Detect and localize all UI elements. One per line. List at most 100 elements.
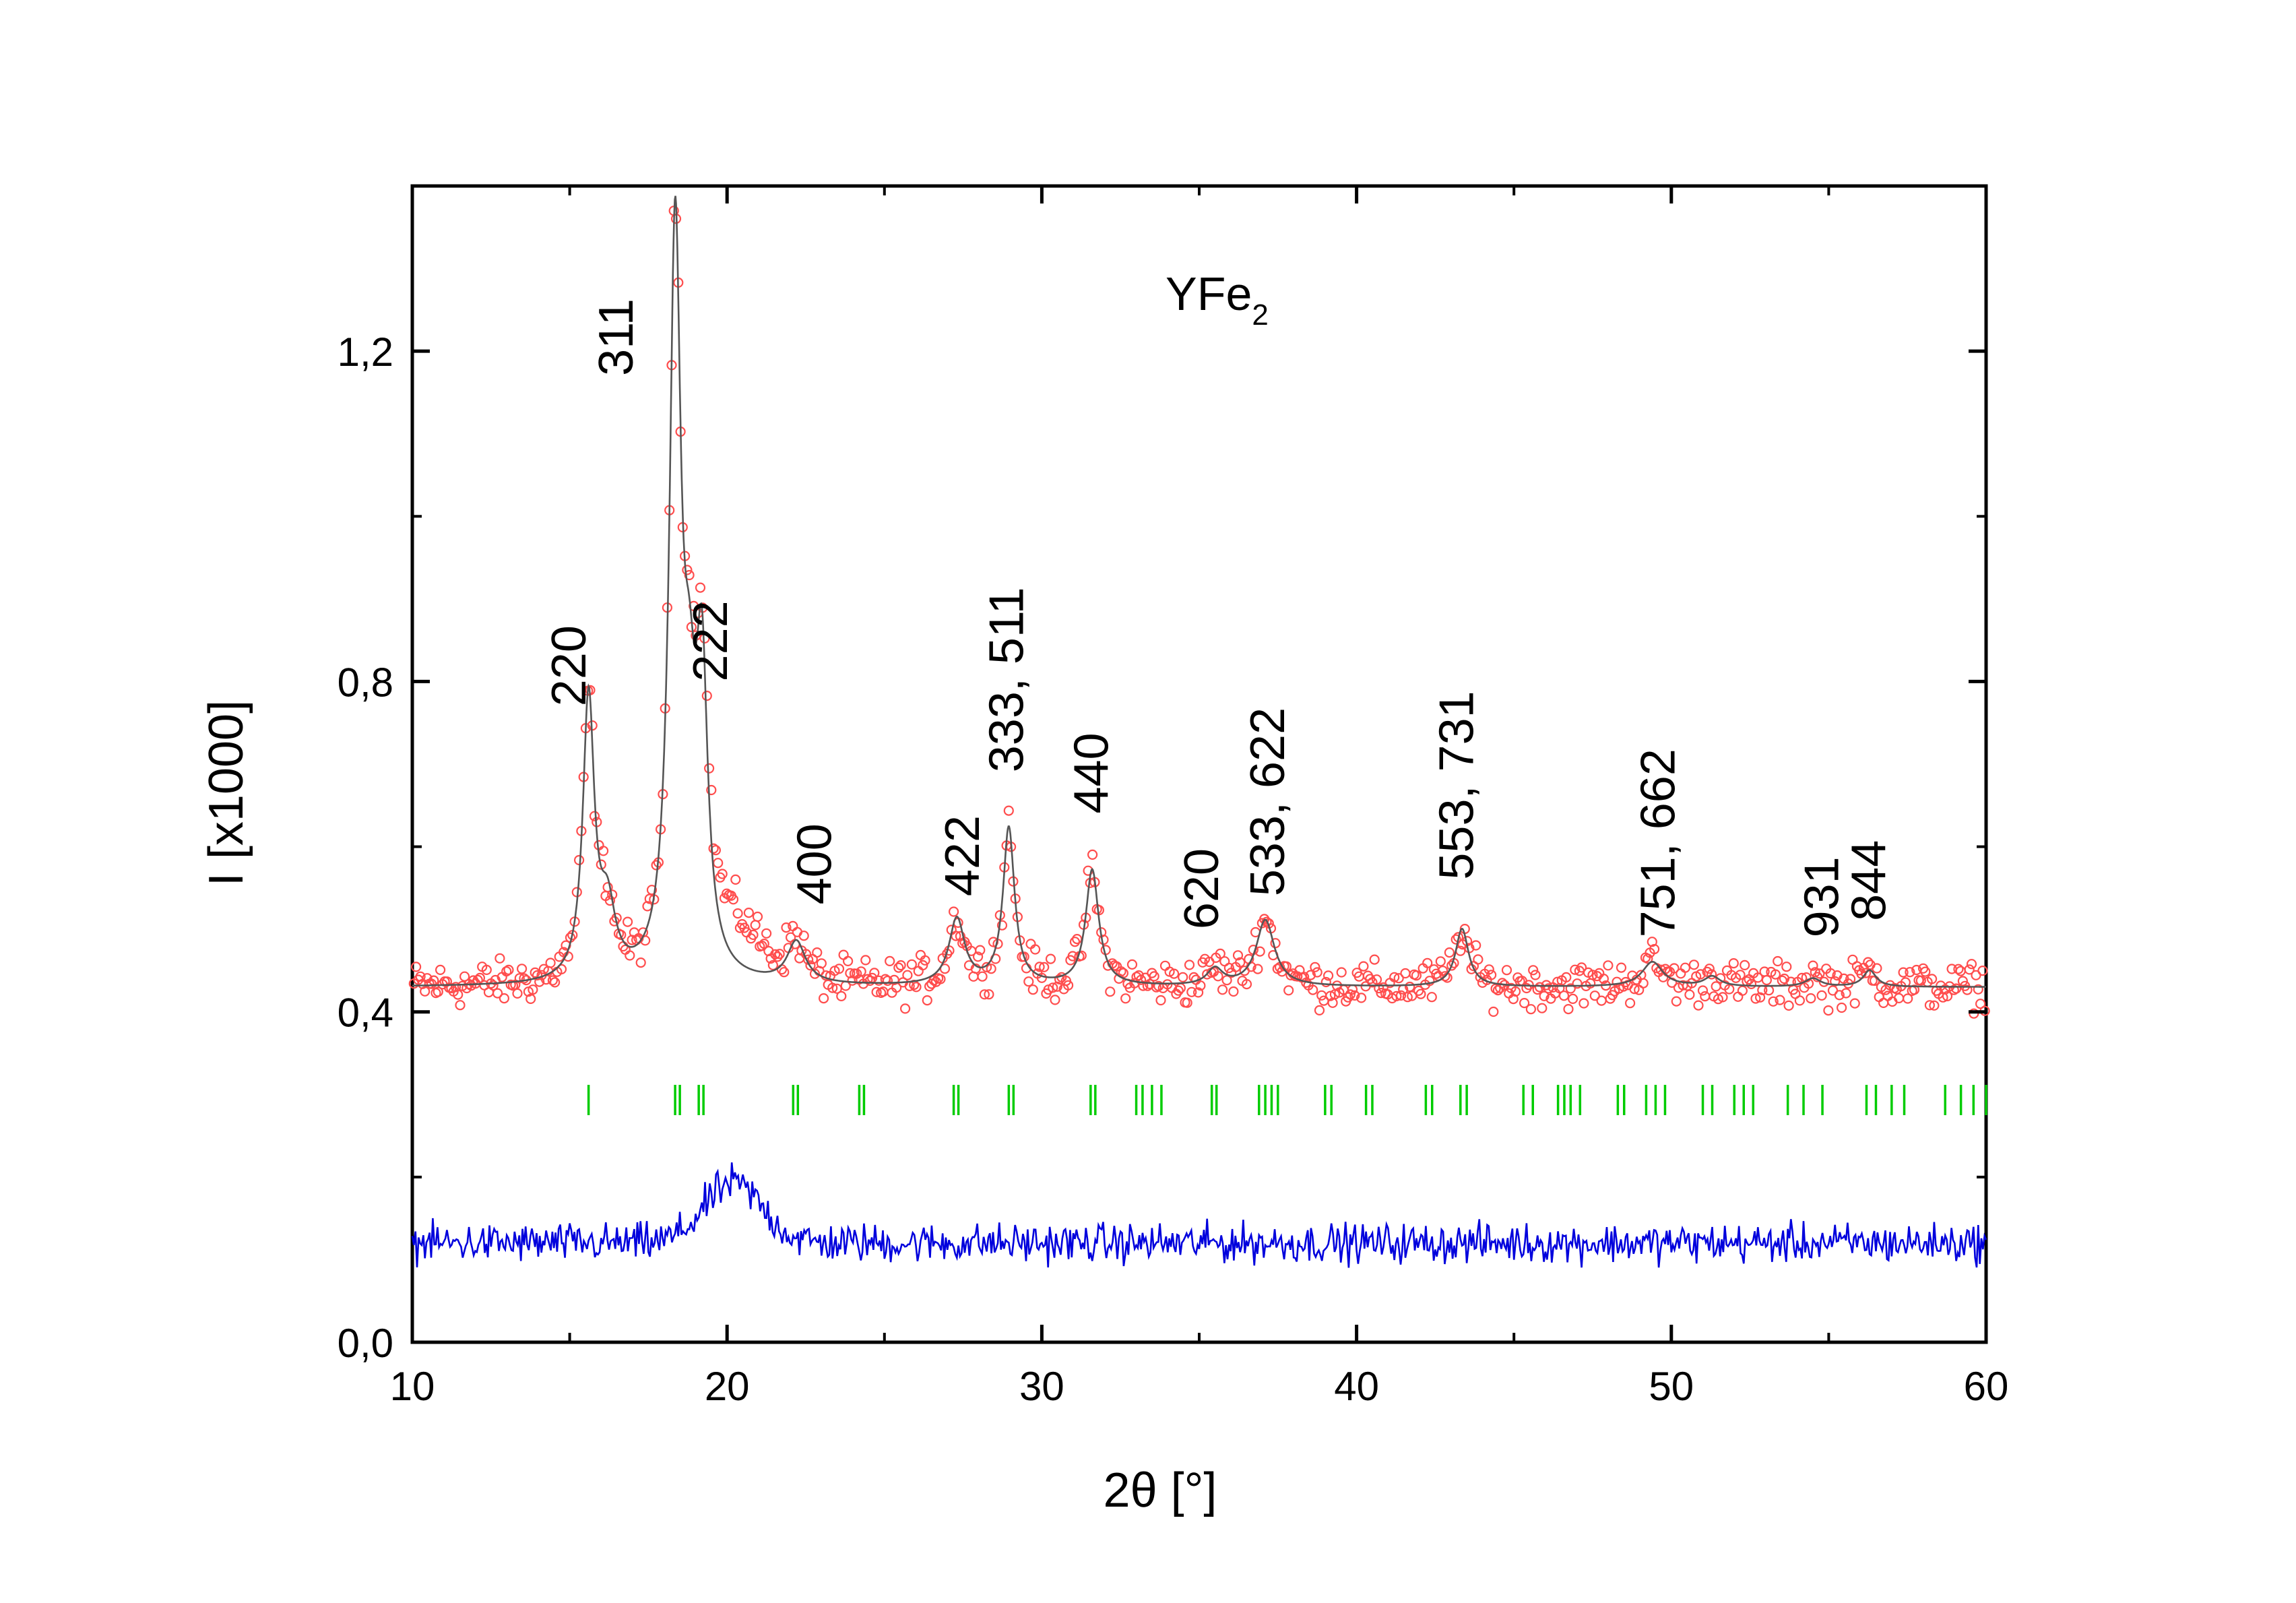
- observed-point: [752, 911, 763, 922]
- observed-point: [761, 928, 772, 939]
- observed-point: [1669, 963, 1680, 974]
- observed-point: [1587, 970, 1598, 980]
- observed-point: [1558, 991, 1570, 1001]
- observed-point: [895, 960, 906, 971]
- observed-point: [1955, 966, 1966, 976]
- observed-point: [1724, 984, 1735, 995]
- observed-point: [906, 959, 918, 970]
- observed-point: [1761, 974, 1772, 986]
- observed-point: [1903, 993, 1913, 1004]
- observed-point: [1446, 960, 1457, 971]
- observed-point: [1519, 997, 1530, 1009]
- observed-point: [1252, 964, 1263, 974]
- observed-point: [1178, 972, 1188, 982]
- observed-point: [1863, 957, 1874, 968]
- observed-point: [684, 569, 695, 581]
- observed-point: [1395, 990, 1407, 1001]
- observed-point: [519, 973, 530, 984]
- observed-point: [713, 858, 724, 869]
- observed-point: [748, 929, 759, 941]
- observed-point: [1810, 967, 1820, 978]
- observed-point: [1159, 960, 1171, 971]
- y-axis-label: I [x1000]: [199, 700, 253, 886]
- observed-point: [1808, 960, 1818, 971]
- observed-point: [525, 993, 536, 1005]
- peak-label: 553, 731: [1430, 691, 1484, 879]
- chart-title: YFe2: [1166, 268, 1269, 332]
- observed-point: [1182, 997, 1192, 1008]
- observed-point: [827, 982, 838, 993]
- peak-label: 220: [542, 625, 596, 706]
- observed-point: [625, 950, 635, 961]
- observed-point: [495, 953, 505, 964]
- observed-point: [616, 929, 627, 941]
- observed-point: [1510, 986, 1521, 997]
- observed-point: [1823, 1005, 1834, 1016]
- observed-point: [1050, 995, 1060, 1005]
- observed-point: [1400, 968, 1411, 979]
- observed-point: [1688, 960, 1699, 970]
- observed-point: [420, 986, 430, 997]
- observed-point: [1173, 985, 1184, 996]
- observed-point: [871, 986, 882, 997]
- observed-point: [1528, 965, 1539, 976]
- observed-point: [1126, 959, 1138, 970]
- observed-point: [1537, 1003, 1548, 1013]
- observed-point: [1192, 987, 1204, 998]
- peak-label: 844: [1842, 840, 1896, 921]
- observed-point: [1358, 961, 1369, 972]
- peak-label: 222: [684, 600, 738, 681]
- observed-point: [757, 940, 767, 951]
- observed-point: [831, 983, 842, 994]
- observed-point: [1783, 1000, 1794, 1011]
- observed-point: [635, 957, 646, 968]
- observed-point: [1501, 965, 1512, 976]
- observed-point: [1740, 960, 1750, 971]
- observed-point: [481, 964, 492, 976]
- observed-point: [1054, 974, 1065, 985]
- observed-point: [682, 565, 693, 575]
- observed-point: [1814, 968, 1825, 979]
- x-axis-label: 2θ [°]: [1104, 1464, 1217, 1517]
- observed-point: [1872, 963, 1882, 974]
- observed-point: [701, 690, 712, 701]
- observed-point: [1120, 993, 1131, 1004]
- observed-point: [1308, 984, 1318, 995]
- observed-point: [1616, 962, 1627, 973]
- observed-point: [1700, 991, 1711, 1002]
- observed-point: [516, 964, 528, 974]
- observed-point: [1215, 948, 1225, 960]
- observed-point: [1045, 953, 1056, 964]
- observed-point: [1735, 970, 1746, 980]
- observed-point: [1402, 992, 1413, 1003]
- observed-point: [1733, 991, 1744, 1002]
- observed-point: [1695, 969, 1706, 980]
- y-tick-label: 0,0: [338, 1321, 393, 1366]
- observed-point: [1023, 976, 1034, 987]
- observed-point: [1806, 993, 1816, 1004]
- observed-point: [530, 967, 540, 978]
- observed-point: [1977, 965, 1988, 976]
- observed-point: [1389, 972, 1400, 982]
- observed-point: [1019, 951, 1029, 962]
- observed-point: [1426, 992, 1437, 1003]
- observed-point: [1920, 966, 1931, 977]
- observed-point: [1764, 985, 1775, 996]
- observed-point: [779, 967, 790, 978]
- observed-point: [1951, 983, 1962, 994]
- observed-point: [1837, 1002, 1847, 1013]
- observed-point: [1568, 993, 1578, 1005]
- observed-point: [833, 964, 845, 974]
- observed-point: [1316, 990, 1327, 1001]
- observed-point: [1195, 980, 1206, 991]
- observed-point: [1781, 962, 1792, 972]
- observed-point: [1305, 970, 1316, 980]
- observed-point: [1849, 998, 1860, 1009]
- observed-point: [1680, 962, 1690, 973]
- observed-point: [1561, 972, 1572, 983]
- observed-point: [1422, 957, 1433, 968]
- peak-label: 440: [1065, 732, 1119, 813]
- observed-point: [453, 989, 464, 1000]
- observed-point: [1312, 967, 1322, 978]
- observed-point: [1374, 983, 1384, 994]
